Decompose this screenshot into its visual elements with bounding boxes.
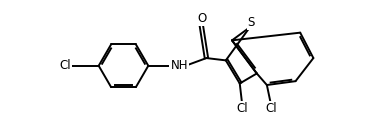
Text: NH: NH [170, 59, 188, 72]
Text: S: S [248, 16, 255, 29]
Text: O: O [197, 12, 206, 25]
Text: Cl: Cl [265, 102, 277, 115]
Text: Cl: Cl [60, 59, 71, 72]
Text: Cl: Cl [236, 102, 248, 115]
